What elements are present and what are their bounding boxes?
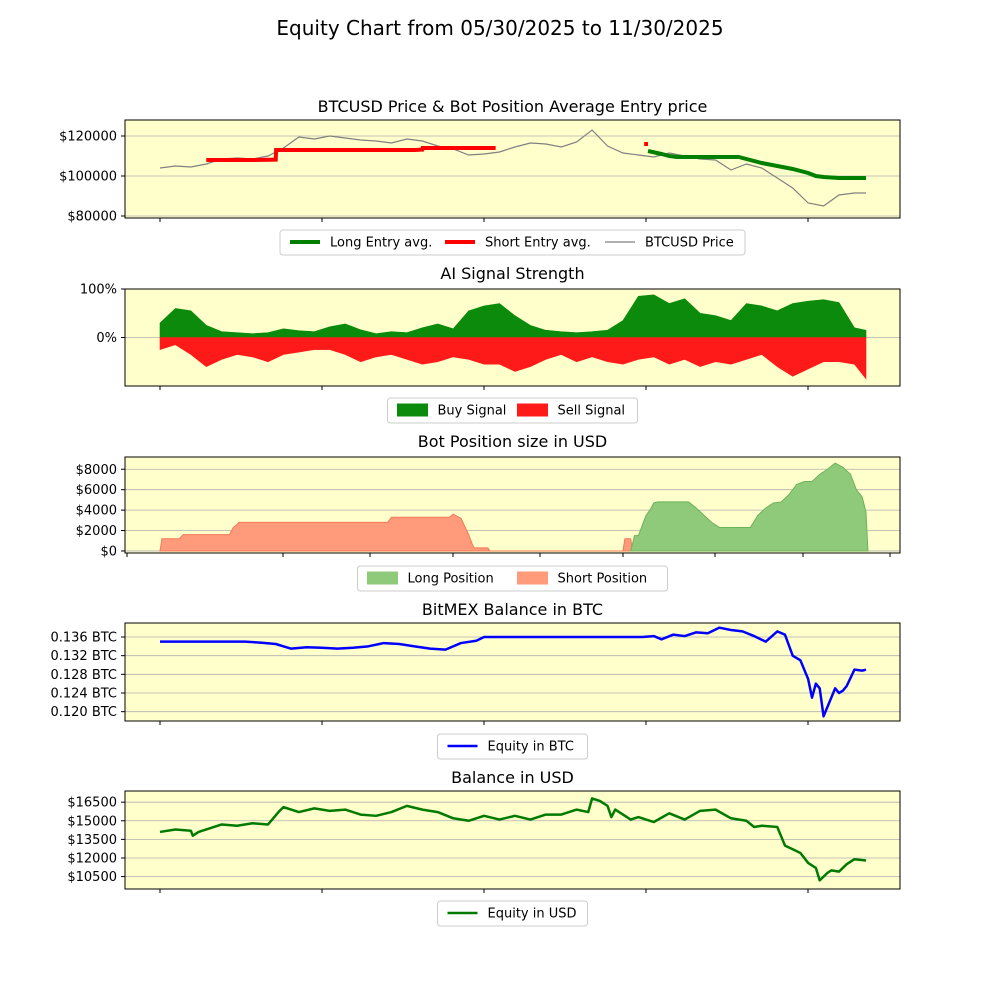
legend: Long Position Short Position [357, 565, 668, 592]
y-tick-label: 0% [96, 331, 117, 346]
y-tick-label: $15000 [67, 814, 117, 829]
y-tick-label: $2000 [76, 524, 117, 539]
panel-title: Balance in USD [451, 768, 574, 787]
panel-title: AI Signal Strength [440, 264, 584, 283]
long-entry-line [647, 149, 866, 180]
short-position-area [159, 513, 634, 552]
y-tick-label: 0.124 BTC [50, 687, 117, 702]
plot-frame [124, 790, 901, 890]
legend-box [437, 733, 588, 760]
legend: Buy Signal Sell Signal [387, 397, 638, 424]
y-tick-label: 0.120 BTC [50, 705, 117, 720]
panel-1: BTCUSD Price & Bot Position Average Entr… [59, 97, 901, 256]
legend-label: Equity in BTC [488, 740, 574, 755]
legend-box [357, 565, 668, 592]
panel-2: AI Signal Strength 0% 100% Buy Signal Sell S… [80, 264, 901, 424]
y-tick-label: $6000 [76, 483, 117, 498]
y-tick-label: $120000 [59, 130, 117, 145]
legend-label: Long Position [408, 572, 494, 587]
y-tick-label: $12000 [67, 851, 117, 866]
legend: Long Entry avg. Short Entry avg. BTCUSD Pr… [279, 229, 746, 256]
buy-signal-area [159, 294, 867, 338]
legend-label: Equity in USD [488, 907, 577, 922]
legend-label: Buy Signal [438, 404, 507, 419]
panel-title: BTCUSD Price & Bot Position Average Entr… [318, 97, 708, 116]
y-tick-label: 100% [80, 283, 117, 298]
chart-panels: BTCUSD Price & Bot Position Average Entr… [50, 97, 901, 927]
plot-area [125, 791, 900, 889]
y-tick-label: $0 [100, 544, 117, 559]
y-tick-label: 0.136 BTC [50, 631, 117, 646]
y-tick-label: $100000 [59, 170, 117, 185]
equity-btc-line [160, 626, 867, 718]
legend-swatch [367, 571, 398, 585]
y-tick-label: $4000 [76, 504, 117, 519]
y-tick-label: 0.132 BTC [50, 649, 117, 664]
panel-5: Balance in USD $10500 $12000 $13500 $15000 $1… [67, 768, 901, 927]
legend-swatch [517, 571, 548, 585]
y-tick-label: $8000 [76, 463, 117, 478]
y-tick-label: $13500 [67, 833, 117, 848]
legend-box [387, 397, 638, 424]
y-tick-label: 0.128 BTC [50, 668, 117, 683]
panel-4: BitMEX Balance in BTC 0.120 BTC 0.124 BTC 0… [50, 600, 901, 760]
legend-box [279, 229, 746, 256]
short-entry-line [206, 146, 496, 162]
legend-label: Long Entry avg. [330, 236, 432, 251]
y-tick-label: $16500 [67, 796, 117, 811]
legend-label: Short Position [558, 572, 648, 587]
long-position-area [630, 462, 869, 552]
plot-frame [124, 456, 901, 554]
panel-title: Bot Position size in USD [418, 432, 607, 451]
legend-swatch [517, 403, 548, 417]
legend-label: BTCUSD Price [645, 236, 734, 251]
panel-3: Bot Position size in USD $0 $2000 $4000 $600… [76, 432, 901, 592]
legend: Equity in BTC [437, 733, 588, 760]
equity-usd-line [159, 797, 867, 882]
legend-label: Short Entry avg. [485, 236, 591, 251]
y-tick-label: $80000 [67, 210, 117, 225]
legend-swatch [397, 403, 428, 417]
plot-area [125, 623, 900, 721]
plot-frame [124, 119, 901, 219]
panel-title: BitMEX Balance in BTC [422, 600, 603, 619]
plot-frame [124, 622, 901, 722]
legend: Equity in USD [437, 900, 588, 927]
sell-signal-area [159, 337, 867, 380]
legend-box [437, 900, 588, 927]
legend-label: Sell Signal [558, 404, 626, 419]
y-tick-label: $10500 [67, 870, 117, 885]
plot-frame [124, 288, 901, 387]
figure-title: Equity Chart from 05/30/2025 to 11/30/20… [276, 16, 723, 40]
